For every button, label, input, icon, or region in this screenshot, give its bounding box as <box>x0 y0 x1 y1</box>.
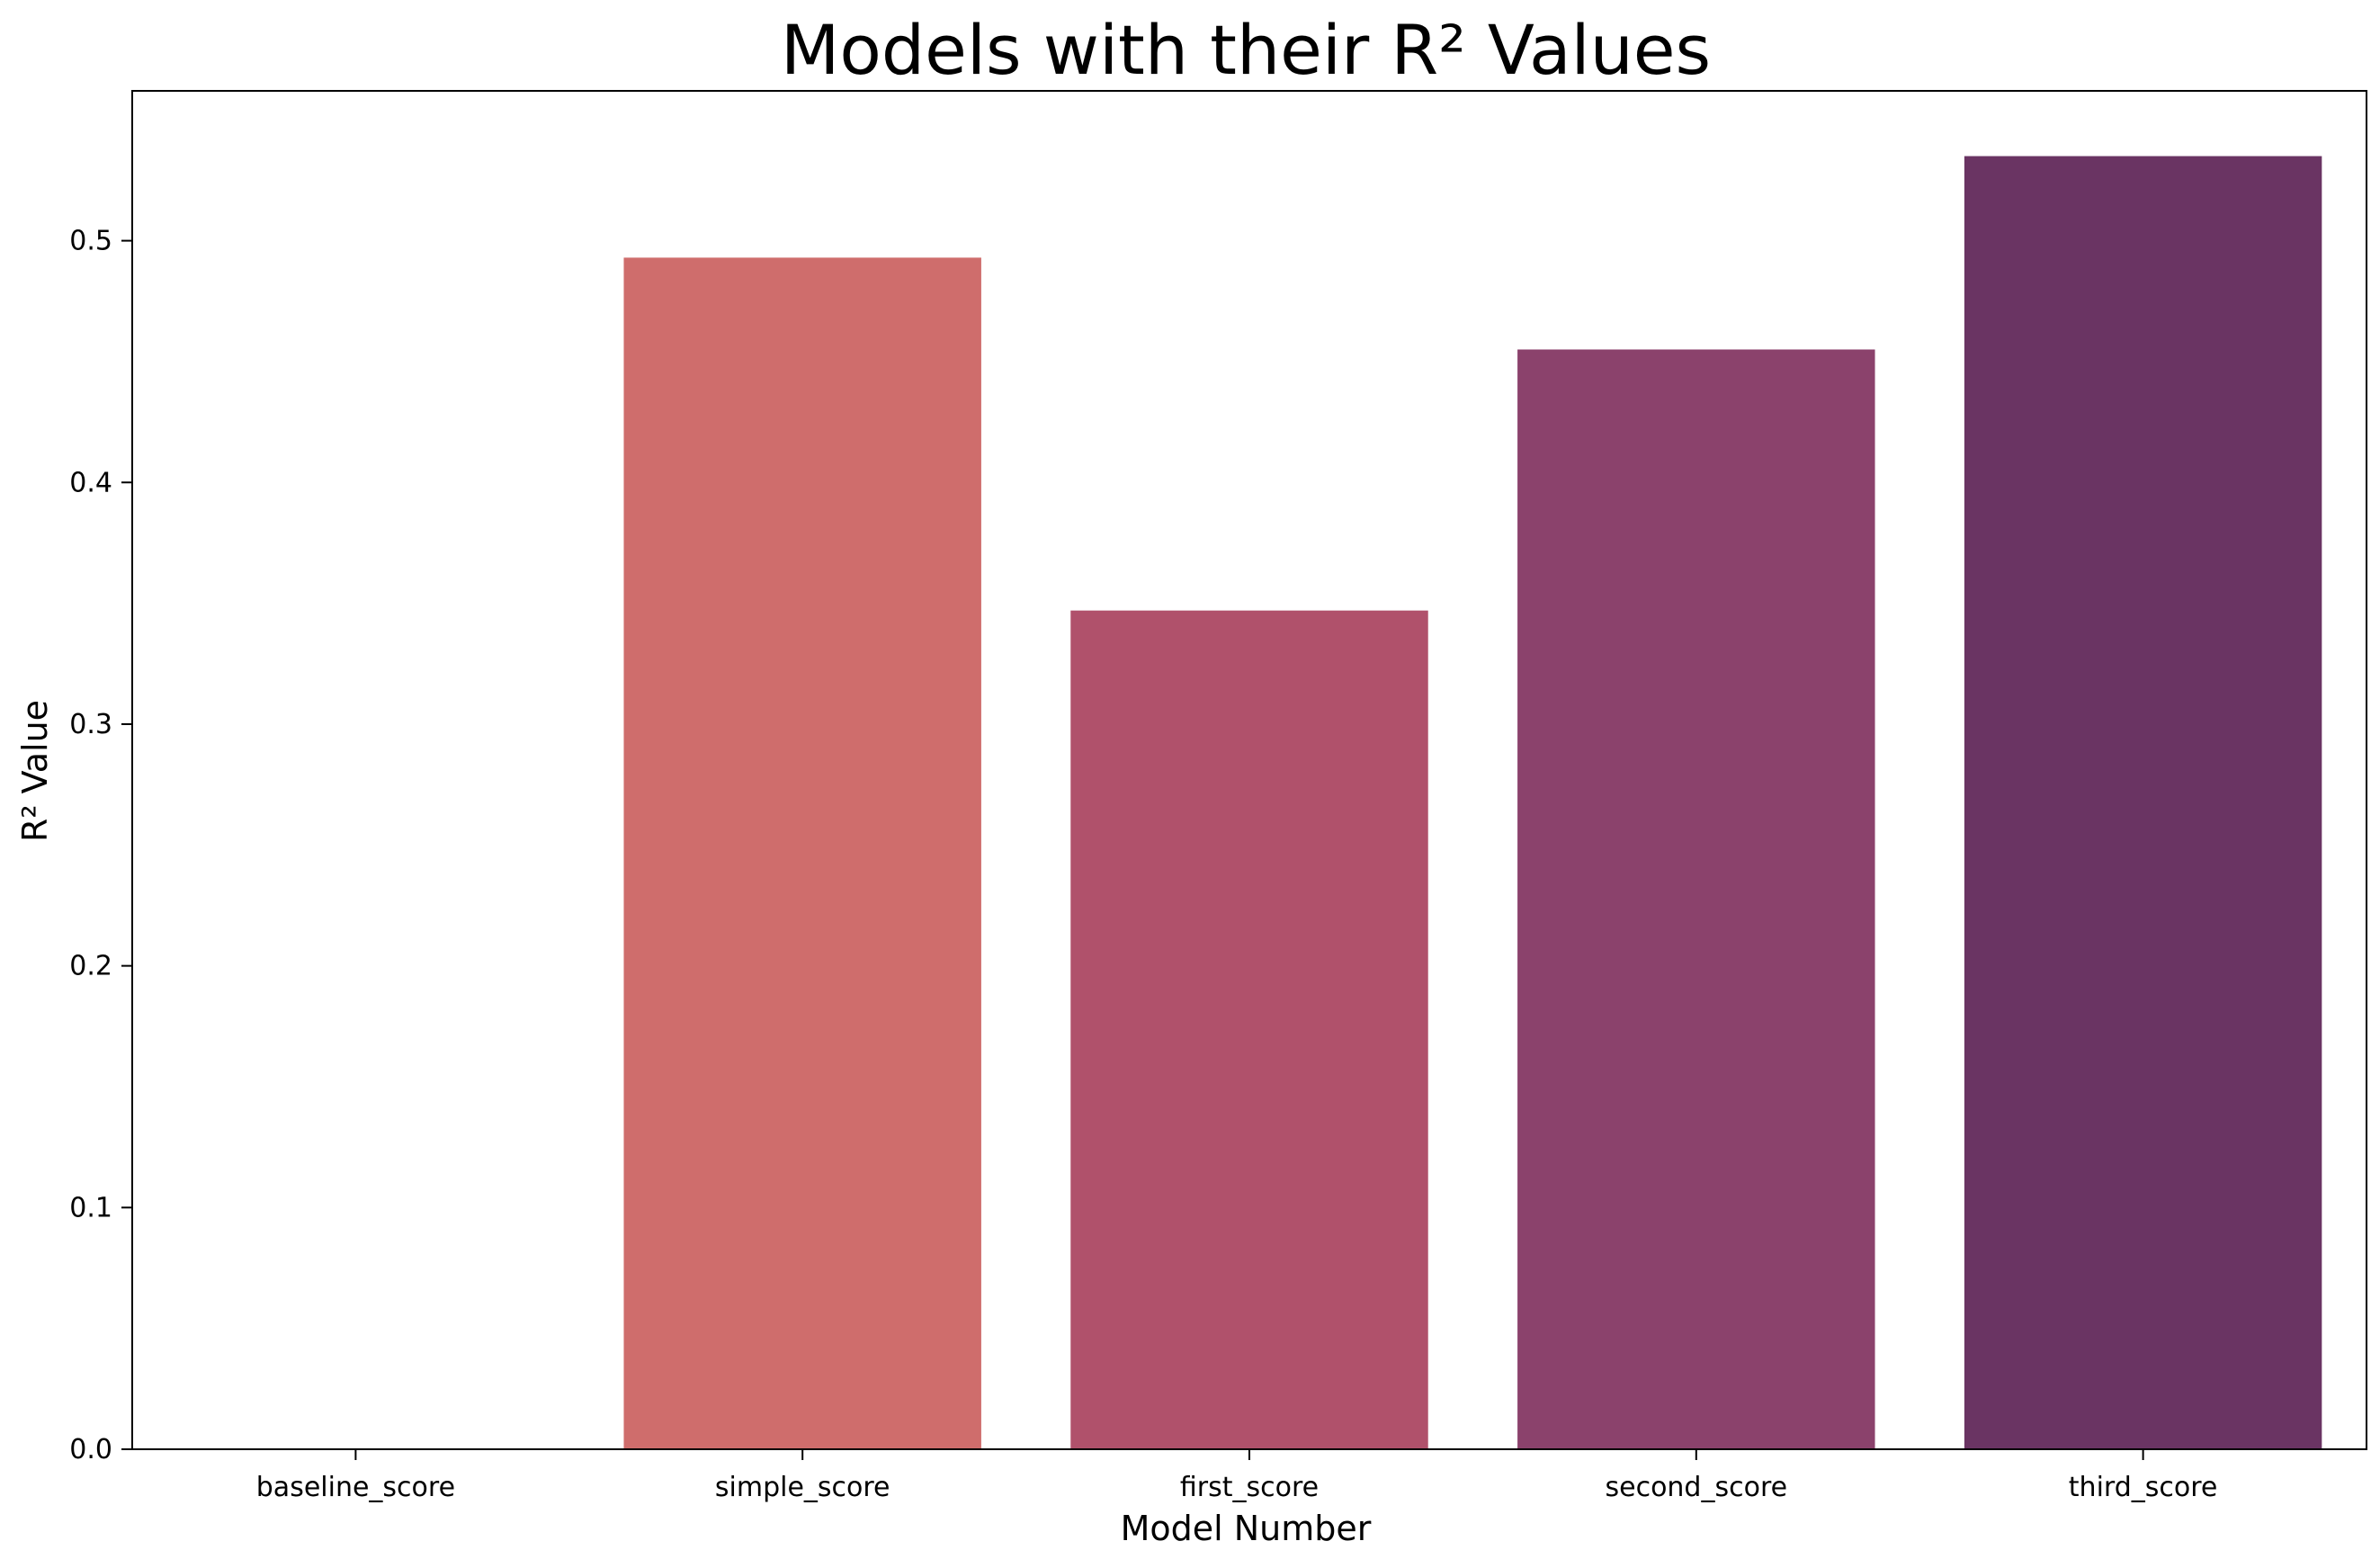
x-tick-label: third_score <box>2069 1472 2218 1503</box>
x-tick-label: second_score <box>1605 1472 1787 1503</box>
y-tick-label: 0.0 <box>69 1434 112 1465</box>
x-axis-label: Model Number <box>1121 1509 1372 1548</box>
bar-third-score <box>1964 156 2322 1450</box>
y-axis-ticks: 0.0 0.1 0.2 0.3 0.4 0.5 <box>69 226 132 1465</box>
bar-simple-score <box>623 257 981 1449</box>
y-tick-label: 0.3 <box>69 709 112 740</box>
chart-title: Models with their R² Values <box>781 10 1711 90</box>
y-tick-label: 0.1 <box>69 1192 112 1223</box>
x-tick-label: baseline_score <box>256 1472 455 1503</box>
x-axis-ticks: baseline_score simple_score first_score sec… <box>256 1449 2218 1503</box>
y-tick-label: 0.4 <box>69 467 112 498</box>
y-tick-label: 0.2 <box>69 951 112 982</box>
y-tick-label: 0.5 <box>69 226 112 257</box>
y-axis-label: R² Value <box>15 700 55 842</box>
bar-second-score <box>1517 349 1875 1449</box>
bar-first-score <box>1070 610 1428 1449</box>
plot-frame <box>131 90 2367 1450</box>
x-tick-label: simple_score <box>715 1472 890 1503</box>
bars-layer <box>623 156 2322 1450</box>
x-tick-label: first_score <box>1180 1472 1319 1503</box>
